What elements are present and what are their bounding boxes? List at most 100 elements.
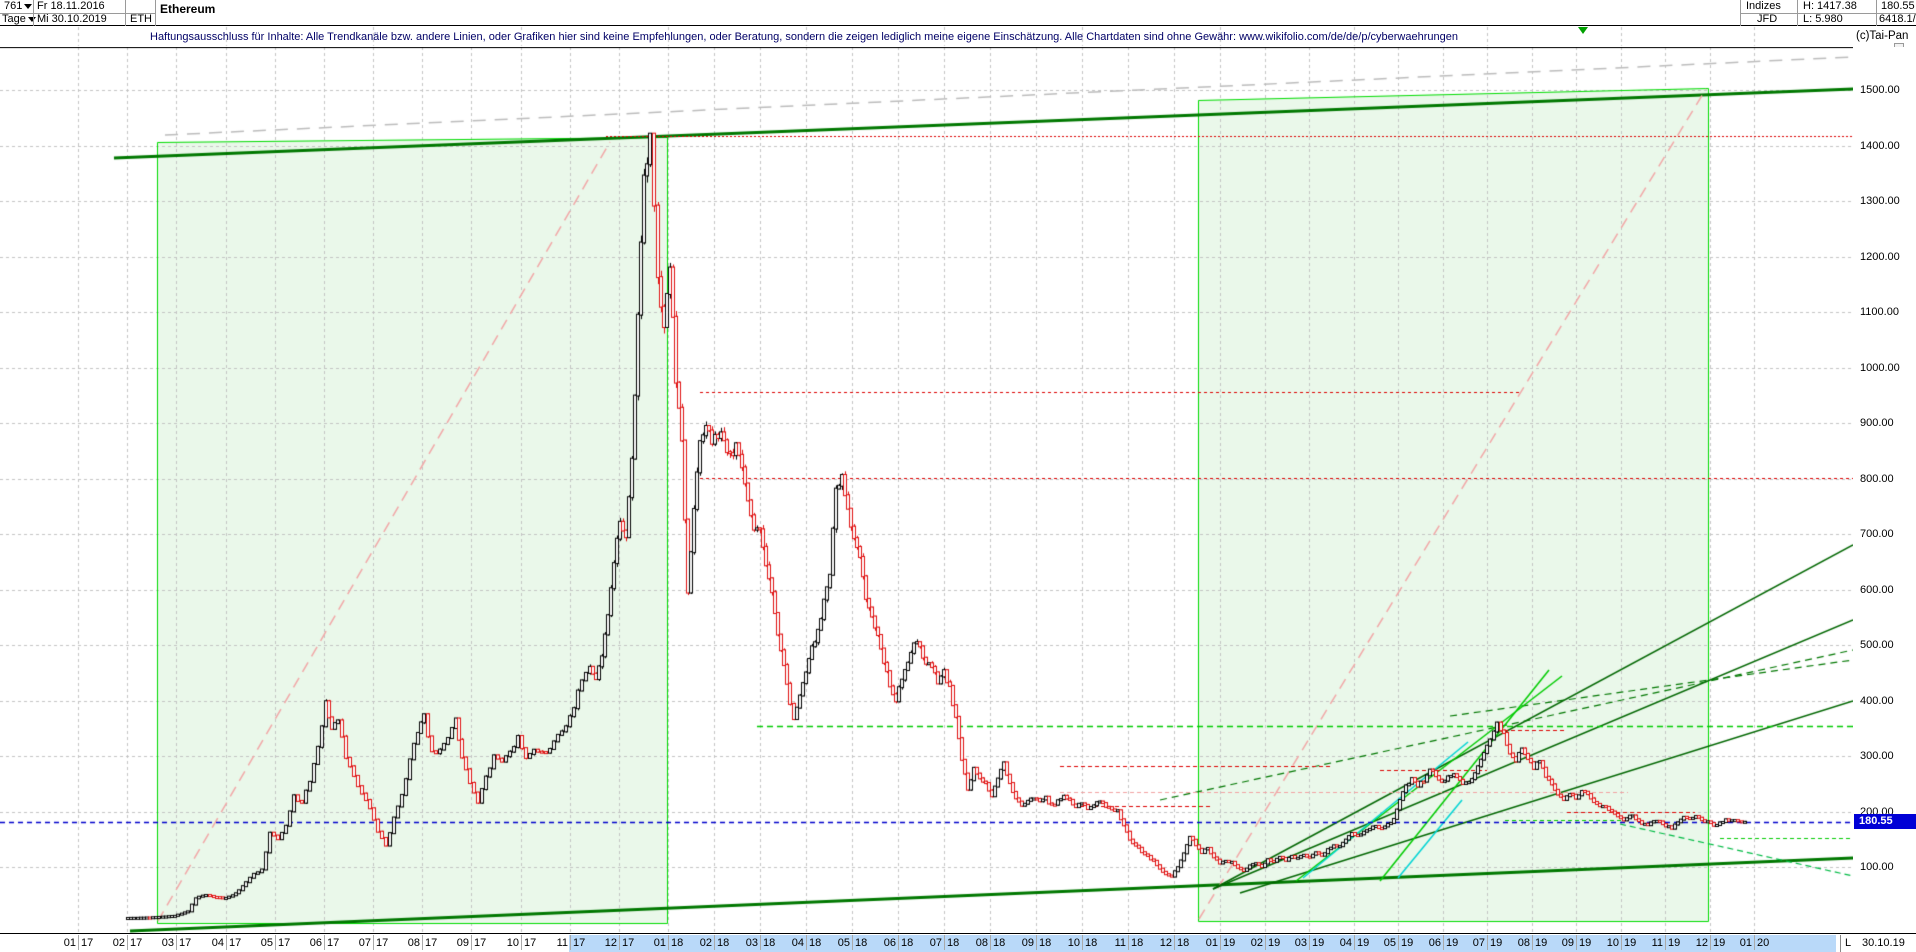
date-axis-year-label: 19 xyxy=(1446,937,1459,949)
date-axis-tick xyxy=(471,935,472,950)
date-axis-month-label: 10 xyxy=(1067,937,1080,949)
date-axis-year-label: 19 xyxy=(1490,937,1503,949)
date-axis-tick xyxy=(422,935,423,950)
date-axis-tick xyxy=(760,935,761,950)
date-axis-year-label: 19 xyxy=(1535,937,1548,949)
date-axis-year-label: 17 xyxy=(425,937,438,949)
header-divider xyxy=(1740,13,1916,14)
date-axis-year-label: 18 xyxy=(901,937,914,949)
date-axis-month-label: 08 xyxy=(1517,937,1530,949)
last-price-tag: 180.55 xyxy=(1854,814,1916,829)
date-axis-tick xyxy=(1354,935,1355,950)
date-axis-tick xyxy=(1174,935,1175,950)
date-axis-tick xyxy=(570,935,571,950)
low-flag-label: L xyxy=(1845,937,1852,949)
date-axis-tick xyxy=(1754,935,1755,950)
date-axis-year-label: 17 xyxy=(179,937,192,949)
date-axis-month-label: 03 xyxy=(1294,937,1307,949)
date-axis-month-label: 03 xyxy=(745,937,758,949)
date-axis-month-label: 09 xyxy=(456,937,469,949)
date-axis-year-label: 18 xyxy=(671,937,684,949)
date-axis-year-label: 18 xyxy=(993,937,1006,949)
date-axis-year-label: 19 xyxy=(1357,937,1370,949)
date-axis-month-label: 12 xyxy=(1695,937,1708,949)
price-axis-label: 1100.00 xyxy=(1860,306,1899,318)
header-divider xyxy=(0,13,155,14)
date-axis-month-label: 01 xyxy=(1205,937,1218,949)
date-axis-month-label: 10 xyxy=(1606,937,1619,949)
date-axis-year-label: 19 xyxy=(1268,937,1281,949)
date-axis-year-label: 17 xyxy=(81,937,94,949)
date-axis-month-label: 11 xyxy=(556,937,568,949)
price-axis-label: 300.00 xyxy=(1860,750,1894,762)
date-axis-year-label: 18 xyxy=(1085,937,1098,949)
date-axis-year-label: 19 xyxy=(1624,937,1637,949)
date-axis-year-label: 19 xyxy=(1223,937,1236,949)
date-axis-tick xyxy=(806,935,807,950)
period-dropdown[interactable]: Tage xyxy=(2,13,36,26)
price-axis-label: 700.00 xyxy=(1860,528,1894,540)
date-axis-month-label: 11 xyxy=(1651,937,1663,949)
date-axis-tick xyxy=(1036,935,1037,950)
date-axis-year-label: 18 xyxy=(717,937,730,949)
date-axis-year-label: 18 xyxy=(855,937,868,949)
date-axis-tick xyxy=(990,935,991,950)
date-axis-month-label: 06 xyxy=(1428,937,1441,949)
date-axis-year-label: 17 xyxy=(474,937,487,949)
date-axis-month-label: 05 xyxy=(837,937,850,949)
date-axis-year-label: 17 xyxy=(327,937,340,949)
date-axis-month-label: 05 xyxy=(1383,937,1396,949)
date-axis-year-label: 17 xyxy=(524,937,537,949)
contract-info: 6418.1/17 xyxy=(1879,13,1916,25)
price-axis-label: 1000.00 xyxy=(1860,361,1900,374)
date-axis-tick xyxy=(898,935,899,950)
header-bar: 761 Tage Fr 18.11.2016 Mi 30.10.2019 ETH… xyxy=(0,0,1916,26)
date-axis-year-label: 18 xyxy=(1177,937,1190,949)
date-axis-tick xyxy=(226,935,227,950)
date-axis-tick xyxy=(1487,935,1488,950)
date-axis-month-label: 11 xyxy=(1114,937,1126,949)
feed-label: Indizes xyxy=(1746,0,1781,12)
date-axis-divider xyxy=(1840,935,1841,952)
date-axis-tick xyxy=(1265,935,1266,950)
date-axis-tick xyxy=(1576,935,1577,950)
date-axis-month-label: 01 xyxy=(1739,937,1752,949)
date-axis-year-label: 19 xyxy=(1401,937,1414,949)
date-axis-highlight xyxy=(569,935,1836,952)
price-axis-label: 800.00 xyxy=(1860,472,1894,485)
date-axis-tick xyxy=(275,935,276,950)
price-axis-label: 1200.00 xyxy=(1860,250,1900,263)
price-axis-label: 1300.00 xyxy=(1860,195,1900,207)
date-axis-month-label: 03 xyxy=(161,937,174,949)
date-axis-month-label: 01 xyxy=(63,937,76,949)
date-axis-month-label: 08 xyxy=(975,937,988,949)
bars-count-dropdown[interactable]: 761 xyxy=(4,0,33,13)
price-axis: 1500.00 1400.00 1300.00 1200.00 1100.00 1000.… xyxy=(1853,47,1916,933)
date-axis-month-label: 04 xyxy=(791,937,804,949)
date-axis-tick xyxy=(1309,935,1310,950)
price-axis-label: 100.00 xyxy=(1860,861,1894,873)
date-axis-year-label: 17 xyxy=(622,937,635,949)
date-axis-tick xyxy=(1082,935,1083,950)
last-bar-date: 30.10.19 xyxy=(1862,937,1905,949)
instrument-title: Ethereum xyxy=(160,2,216,16)
date-axis-tick xyxy=(176,935,177,950)
date-axis-tick xyxy=(1621,935,1622,950)
price-axis-label: 600.00 xyxy=(1860,583,1894,596)
date-axis-tick xyxy=(852,935,853,950)
date-axis-month-label: 07 xyxy=(929,937,942,949)
date-axis-tick xyxy=(521,935,522,950)
date-axis-month-label: 04 xyxy=(211,937,224,949)
symbol-label: ETH xyxy=(130,13,152,25)
price-axis-label: 500.00 xyxy=(1860,639,1894,651)
date-axis-year-label: 18 xyxy=(809,937,822,949)
date-axis-year-label: 19 xyxy=(1312,937,1325,949)
date-axis-month-label: 01 xyxy=(653,937,666,949)
date-axis-year-label: 20 xyxy=(1757,937,1770,949)
date-axis-year-label: 18 xyxy=(947,937,960,949)
date-axis-tick xyxy=(324,935,325,950)
date-axis-year-label: 19 xyxy=(1579,937,1592,949)
date-to: Mi 30.10.2019 xyxy=(37,13,107,25)
